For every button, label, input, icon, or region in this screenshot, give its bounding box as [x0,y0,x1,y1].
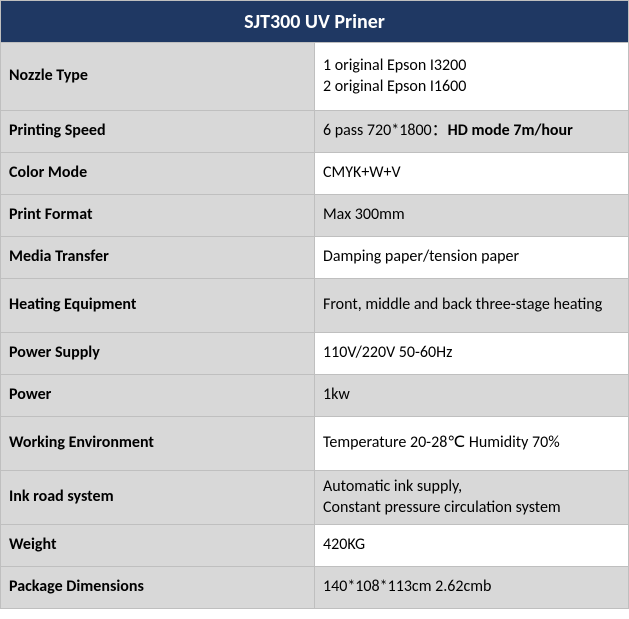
table-row: Package Dimensions 140*108*113cm 2.62cmb [1,567,629,609]
row-value: 1 original Epson I3200 2 original Epson … [315,43,629,111]
row-value: Max 300mm [315,195,629,237]
table-row: Printing Speed 6 pass 720*1800：HD mode 7… [1,111,629,153]
row-label: Power [1,375,315,417]
row-value: Damping paper/tension paper [315,237,629,279]
value-prefix: 6 pass 720*1800： [323,121,448,140]
table-title: SJT300 UV Priner [1,1,629,43]
row-value: 420KG [315,525,629,567]
row-label: Media Transfer [1,237,315,279]
row-value: 1kw [315,375,629,417]
table-row: Power Supply 110V/220V 50-60Hz [1,333,629,375]
table-row: Media Transfer Damping paper/tension pap… [1,237,629,279]
row-label: Ink road system [1,471,315,525]
value-line1: Automatic ink supply, [323,477,462,496]
row-value: Front, middle and back three-stage heati… [315,279,629,333]
row-value: 110V/220V 50-60Hz [315,333,629,375]
table-row: Power 1kw [1,375,629,417]
table-row: Ink road system Automatic ink supply, Co… [1,471,629,525]
spec-table: SJT300 UV Priner Nozzle Type 1 original … [0,0,629,609]
table-row: Working Environment Temperature 20-28℃ H… [1,417,629,471]
table-row: Heating Equipment Front, middle and back… [1,279,629,333]
row-value: CMYK+W+V [315,153,629,195]
row-label: Nozzle Type [1,43,315,111]
row-value: Temperature 20-28℃ Humidity 70% [315,417,629,471]
row-label: Printing Speed [1,111,315,153]
row-value: 6 pass 720*1800：HD mode 7m/hour [315,111,629,153]
row-label: Color Mode [1,153,315,195]
table-row: Weight 420KG [1,525,629,567]
value-line2: Constant pressure circulation system [323,498,561,517]
row-label: Weight [1,525,315,567]
title-row: SJT300 UV Priner [1,1,629,43]
row-label: Power Supply [1,333,315,375]
value-line1: 1 original Epson I3200 [323,56,466,75]
value-bold: HD mode 7m/hour [448,121,573,140]
row-label: Package Dimensions [1,567,315,609]
row-value: Automatic ink supply, Constant pressure … [315,471,629,525]
table-row: Color Mode CMYK+W+V [1,153,629,195]
value-line2: 2 original Epson I1600 [323,77,466,96]
row-value: 140*108*113cm 2.62cmb [315,567,629,609]
table-row: Print Format Max 300mm [1,195,629,237]
row-label: Working Environment [1,417,315,471]
table-row: Nozzle Type 1 original Epson I3200 2 ori… [1,43,629,111]
row-label: Print Format [1,195,315,237]
row-label: Heating Equipment [1,279,315,333]
